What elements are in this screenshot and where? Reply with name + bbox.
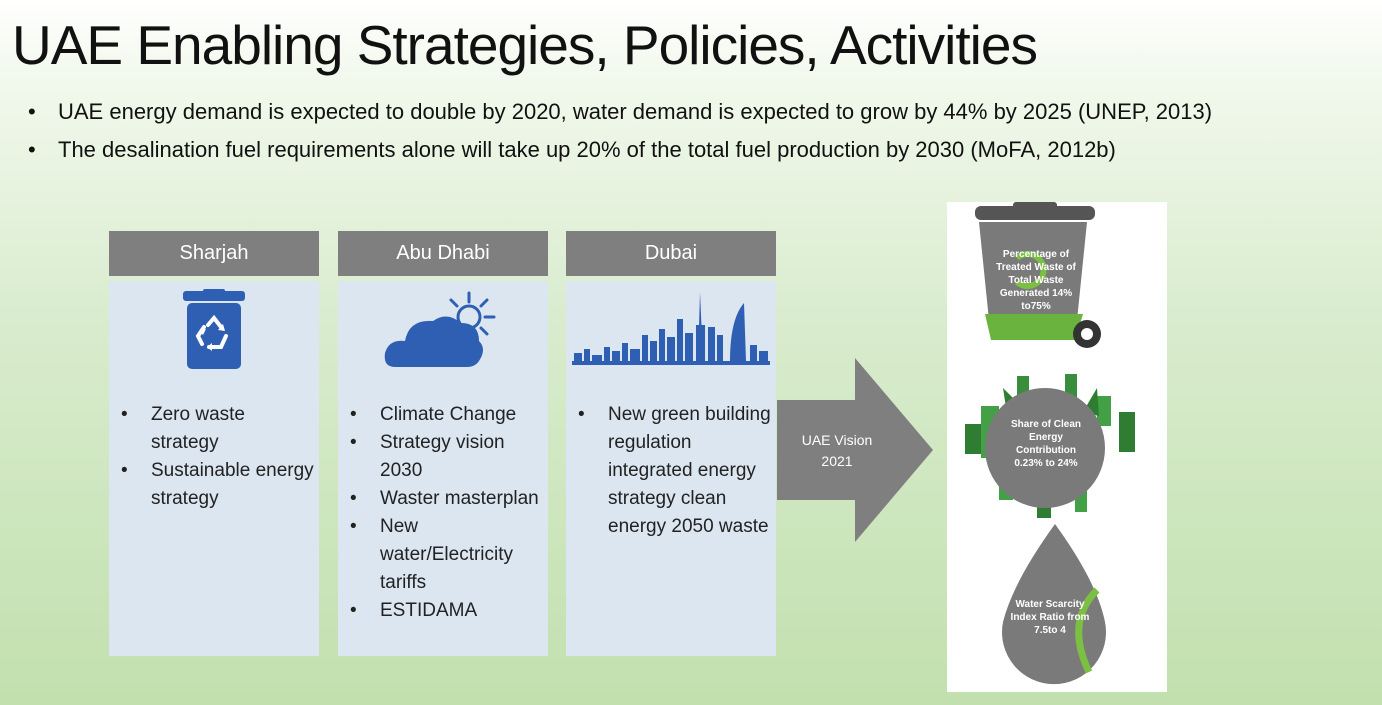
column-abu-dhabi: Abu Dhabi Climate Change Strategy vision… [338,231,548,656]
cloud-sun-icon [338,289,548,373]
right-arrow-icon [777,358,933,542]
list-item: New water/Electricity tariffs [346,513,544,597]
slide-title: UAE Enabling Strategies, Policies, Activ… [12,14,1038,76]
intro-bullets: UAE energy demand is expected to double … [28,96,1373,172]
column-header-dubai: Dubai [566,231,776,276]
clean-energy-stat: Share of Clean Energy Contribution 0.23%… [1010,419,1082,469]
waste-stat: Percentage of Treated Waste of Total Was… [996,249,1076,312]
arrow-label: UAE Vision 2021 [801,432,873,469]
column-body-dubai: New green building regulation integrated… [566,281,776,656]
water-drop-icon [1002,524,1106,685]
list-item: New green building regulation integrated… [574,401,772,541]
column-header-abu-dhabi: Abu Dhabi [338,231,548,276]
vision-infographic: Percentage of Treated Waste of Total Was… [947,202,1167,692]
list-item: Zero waste strategy [117,401,315,457]
dubai-items: New green building regulation integrated… [574,401,772,541]
clean-energy-globe-icon [965,374,1135,518]
bullet-energy-demand: UAE energy demand is expected to double … [28,96,1373,127]
water-scarcity-stat: Water Scarcity Index Ratio from 7.5to 4 [1010,599,1090,636]
bullet-desalination-fuel: The desalination fuel requirements alone… [28,134,1373,165]
column-sharjah: Sharjah Zero waste strategy [109,231,319,656]
list-item: ESTIDAMA [346,597,544,625]
column-header-sharjah: Sharjah [109,231,319,276]
sharjah-items: Zero waste strategy Sustainable energy s… [117,401,315,513]
abu-dhabi-items: Climate Change Strategy vision 2030 Wast… [346,401,544,625]
list-item: Sustainable energy strategy [117,457,315,513]
recycle-bin-icon [109,289,319,373]
list-item: Climate Change [346,401,544,429]
column-body-abu-dhabi: Climate Change Strategy vision 2030 Wast… [338,281,548,656]
column-body-sharjah: Zero waste strategy Sustainable energy s… [109,281,319,656]
list-item: Waster masterplan [346,485,544,513]
column-dubai: Dubai [566,231,776,656]
list-item: Strategy vision 2030 [346,429,544,485]
waste-bin-icon [975,202,1101,348]
city-skyline-icon [566,289,776,373]
